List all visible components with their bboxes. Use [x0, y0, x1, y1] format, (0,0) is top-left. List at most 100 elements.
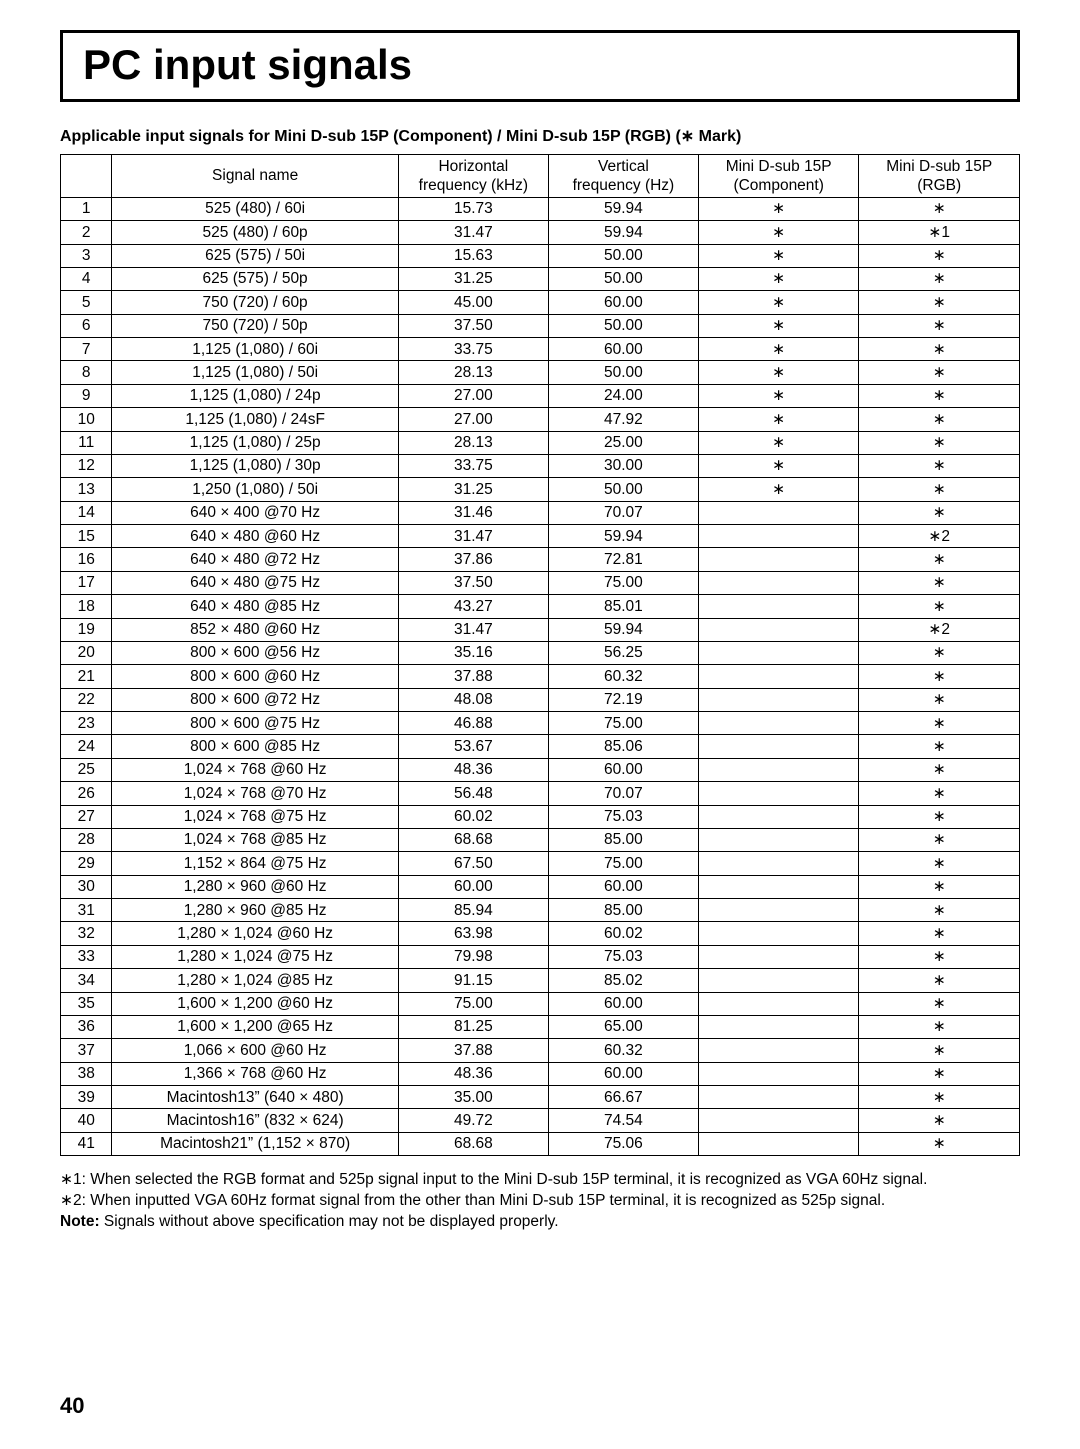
cell-idx: 17: [61, 571, 112, 594]
cell-rgb: ∗: [859, 688, 1020, 711]
cell-hfreq: 15.73: [398, 197, 548, 220]
cell-rgb: ∗2: [859, 525, 1020, 548]
cell-signal: 1,600 × 1,200 @65 Hz: [112, 1015, 398, 1038]
cell-component: ∗: [698, 431, 859, 454]
cell-vfreq: 75.00: [548, 852, 698, 875]
table-row: 101,125 (1,080) / 24sF27.0047.92∗∗: [61, 408, 1020, 431]
th-vfreq: Vertical frequency (Hz): [548, 155, 698, 198]
cell-vfreq: 60.00: [548, 875, 698, 898]
table-row: 18640 × 480 @85 Hz43.2785.01∗: [61, 595, 1020, 618]
cell-signal: 1,024 × 768 @60 Hz: [112, 758, 398, 781]
cell-idx: 25: [61, 758, 112, 781]
cell-component: [698, 665, 859, 688]
cell-hfreq: 43.27: [398, 595, 548, 618]
th-hfreq-text: Horizontal frequency (kHz): [419, 158, 528, 194]
cell-rgb: ∗: [859, 267, 1020, 290]
cell-signal: 852 × 480 @60 Hz: [112, 618, 398, 641]
cell-vfreq: 60.00: [548, 992, 698, 1015]
cell-hfreq: 37.88: [398, 665, 548, 688]
cell-hfreq: 75.00: [398, 992, 548, 1015]
title-box: PC input signals: [60, 30, 1020, 102]
cell-component: [698, 945, 859, 968]
cell-signal: 1,280 × 960 @60 Hz: [112, 875, 398, 898]
cell-vfreq: 60.00: [548, 338, 698, 361]
table-row: 261,024 × 768 @70 Hz56.4870.07∗: [61, 782, 1020, 805]
cell-signal: 1,125 (1,080) / 24sF: [112, 408, 398, 431]
cell-vfreq: 59.94: [548, 618, 698, 641]
cell-hfreq: 91.15: [398, 969, 548, 992]
cell-rgb: ∗: [859, 641, 1020, 664]
cell-vfreq: 50.00: [548, 244, 698, 267]
table-row: 5750 (720) / 60p45.0060.00∗∗: [61, 291, 1020, 314]
subtitle: Applicable input signals for Mini D-sub …: [60, 126, 1020, 146]
table-row: 311,280 × 960 @85 Hz85.9485.00∗: [61, 899, 1020, 922]
cell-hfreq: 27.00: [398, 408, 548, 431]
th-hfreq: Horizontal frequency (kHz): [398, 155, 548, 198]
note-label: Note:: [60, 1213, 100, 1230]
cell-hfreq: 48.36: [398, 758, 548, 781]
cell-rgb: ∗: [859, 805, 1020, 828]
cell-idx: 10: [61, 408, 112, 431]
table-row: 301,280 × 960 @60 Hz60.0060.00∗: [61, 875, 1020, 898]
cell-component: [698, 595, 859, 618]
cell-component: ∗: [698, 291, 859, 314]
cell-component: [698, 922, 859, 945]
cell-rgb: ∗: [859, 361, 1020, 384]
cell-component: [698, 758, 859, 781]
cell-hfreq: 27.00: [398, 384, 548, 407]
cell-rgb: ∗: [859, 1039, 1020, 1062]
cell-component: [698, 548, 859, 571]
cell-idx: 41: [61, 1132, 112, 1155]
cell-vfreq: 30.00: [548, 454, 698, 477]
table-row: 4625 (575) / 50p31.2550.00∗∗: [61, 267, 1020, 290]
cell-signal: 800 × 600 @56 Hz: [112, 641, 398, 664]
cell-hfreq: 68.68: [398, 828, 548, 851]
cell-hfreq: 37.50: [398, 571, 548, 594]
cell-component: [698, 571, 859, 594]
cell-vfreq: 70.07: [548, 782, 698, 805]
cell-vfreq: 75.00: [548, 712, 698, 735]
table-row: 131,250 (1,080) / 50i31.2550.00∗∗: [61, 478, 1020, 501]
cell-idx: 11: [61, 431, 112, 454]
cell-signal: 525 (480) / 60i: [112, 197, 398, 220]
cell-component: [698, 1086, 859, 1109]
cell-hfreq: 60.00: [398, 875, 548, 898]
cell-rgb: ∗: [859, 1015, 1020, 1038]
cell-hfreq: 35.16: [398, 641, 548, 664]
cell-signal: 1,600 × 1,200 @60 Hz: [112, 992, 398, 1015]
cell-hfreq: 81.25: [398, 1015, 548, 1038]
cell-idx: 3: [61, 244, 112, 267]
table-row: 251,024 × 768 @60 Hz48.3660.00∗: [61, 758, 1020, 781]
cell-signal: 1,125 (1,080) / 25p: [112, 431, 398, 454]
cell-component: [698, 899, 859, 922]
cell-rgb: ∗: [859, 1086, 1020, 1109]
cell-rgb: ∗: [859, 992, 1020, 1015]
th-vfreq-text: Vertical frequency (Hz): [573, 158, 675, 194]
cell-rgb: ∗: [859, 454, 1020, 477]
cell-idx: 29: [61, 852, 112, 875]
cell-hfreq: 48.36: [398, 1062, 548, 1085]
cell-hfreq: 56.48: [398, 782, 548, 805]
cell-vfreq: 60.00: [548, 1062, 698, 1085]
cell-vfreq: 65.00: [548, 1015, 698, 1038]
signal-table: Signal name Horizontal frequency (kHz) V…: [60, 154, 1020, 1156]
cell-idx: 28: [61, 828, 112, 851]
cell-component: [698, 875, 859, 898]
cell-vfreq: 85.06: [548, 735, 698, 758]
cell-component: [698, 1109, 859, 1132]
cell-signal: 1,280 × 1,024 @75 Hz: [112, 945, 398, 968]
cell-signal: 800 × 600 @75 Hz: [112, 712, 398, 735]
cell-hfreq: 79.98: [398, 945, 548, 968]
cell-component: [698, 525, 859, 548]
cell-signal: Macintosh21” (1,152 × 870): [112, 1132, 398, 1155]
page-title: PC input signals: [83, 41, 412, 88]
cell-component: [698, 1039, 859, 1062]
th-component-text: Mini D-sub 15P (Component): [726, 158, 832, 194]
cell-component: [698, 618, 859, 641]
th-rgb: Mini D-sub 15P (RGB): [859, 155, 1020, 198]
th-component: Mini D-sub 15P (Component): [698, 155, 859, 198]
cell-component: ∗: [698, 384, 859, 407]
cell-component: ∗: [698, 454, 859, 477]
cell-vfreq: 24.00: [548, 384, 698, 407]
cell-rgb: ∗: [859, 1062, 1020, 1085]
